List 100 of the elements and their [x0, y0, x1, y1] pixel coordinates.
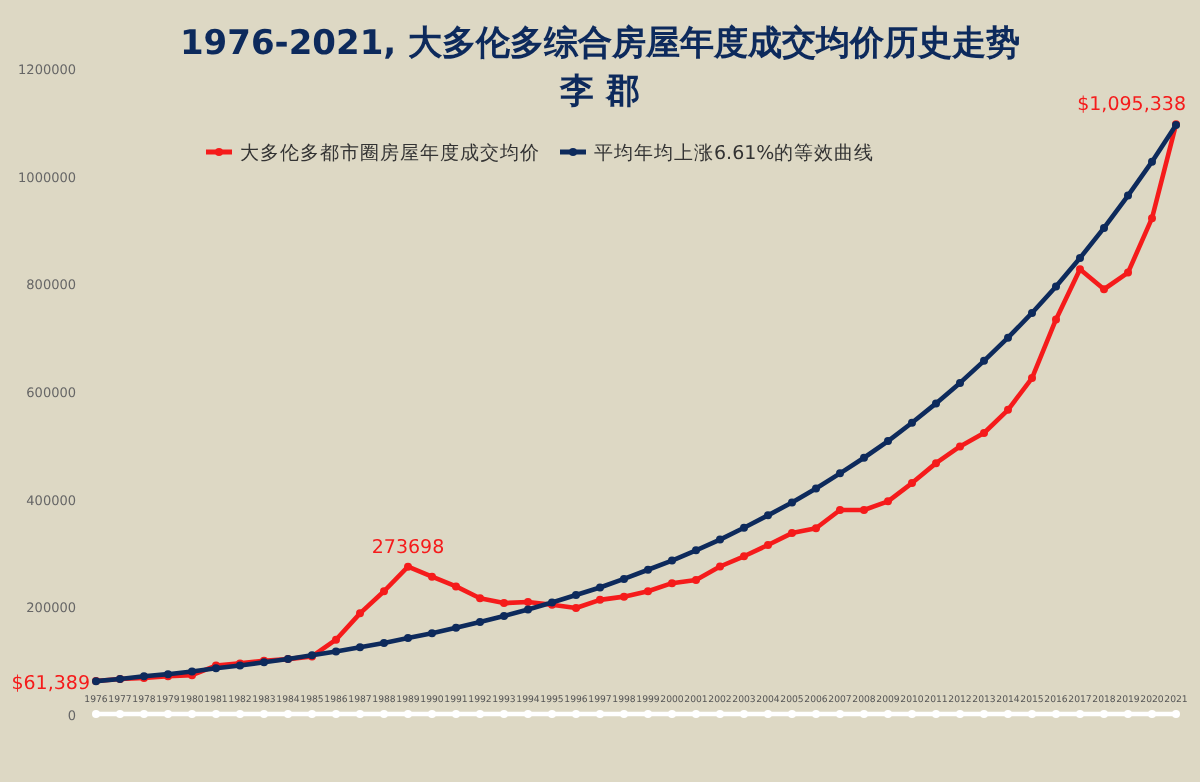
point [884, 710, 892, 718]
point [476, 710, 484, 718]
point [932, 710, 940, 718]
point [668, 579, 676, 588]
point [284, 710, 292, 718]
point [404, 710, 412, 718]
point [1028, 308, 1036, 317]
point [692, 575, 700, 584]
point [476, 594, 484, 603]
annotation: $61,389 [11, 672, 90, 695]
point [716, 562, 724, 571]
point [716, 710, 724, 718]
point [188, 710, 196, 718]
point [1100, 710, 1108, 718]
annotation: 273698 [371, 536, 445, 559]
point [428, 572, 436, 581]
point [668, 710, 676, 718]
point [692, 710, 700, 718]
point [812, 484, 820, 493]
point [1004, 710, 1012, 718]
point [524, 710, 532, 718]
point [1052, 710, 1060, 718]
point [1172, 710, 1180, 718]
point [1004, 405, 1012, 414]
point [788, 710, 796, 718]
point [644, 565, 652, 574]
point [668, 556, 676, 565]
chart-title: 1976-2021, 大多伦多综合房屋年度成交均价历史走势 [179, 24, 1021, 64]
point [260, 710, 268, 718]
point [860, 453, 868, 462]
point [812, 710, 820, 718]
point [452, 623, 460, 632]
point [860, 505, 868, 514]
point [212, 710, 220, 718]
point [572, 603, 580, 612]
point [740, 710, 748, 718]
point [356, 710, 364, 718]
point [1076, 254, 1084, 263]
point [332, 647, 340, 656]
point [620, 574, 628, 583]
point [1028, 374, 1036, 383]
point [836, 469, 844, 478]
point [692, 546, 700, 555]
point [500, 599, 508, 608]
point [980, 710, 988, 718]
point [236, 710, 244, 718]
point [1124, 710, 1132, 718]
point [452, 710, 460, 718]
point [932, 459, 940, 468]
point [908, 418, 916, 427]
point [572, 591, 580, 600]
point [1148, 710, 1156, 718]
point [1004, 333, 1012, 342]
point [596, 583, 604, 592]
point [620, 710, 628, 718]
point [1076, 710, 1084, 718]
point [860, 710, 868, 718]
point [980, 356, 988, 365]
point [788, 498, 796, 507]
point [500, 612, 508, 621]
point [1148, 157, 1156, 166]
legend-label: 大多伦多都市圈房屋年度成交均价 [240, 141, 540, 165]
point [332, 635, 340, 644]
point [956, 378, 964, 387]
point [1028, 710, 1036, 718]
point [380, 638, 388, 647]
point [716, 535, 724, 544]
point [1124, 268, 1132, 277]
point [452, 582, 460, 591]
point [572, 710, 580, 718]
point [332, 710, 340, 718]
point [596, 595, 604, 604]
point [1100, 285, 1108, 294]
point [116, 710, 124, 718]
point [908, 710, 916, 718]
point [596, 710, 604, 718]
point [956, 710, 964, 718]
point [836, 710, 844, 718]
legend-label: 平均年均上涨6.61%的等效曲线 [594, 141, 875, 165]
point [428, 710, 436, 718]
point [1052, 282, 1060, 291]
point [908, 479, 916, 488]
point [380, 587, 388, 596]
point [740, 523, 748, 532]
point [356, 643, 364, 652]
point [92, 710, 100, 718]
annotation: $1,095,338 [1077, 94, 1186, 117]
chart-subtitle: 李 郡 [558, 72, 640, 112]
point [428, 629, 436, 638]
point [836, 505, 844, 514]
point [1100, 223, 1108, 232]
point [644, 587, 652, 596]
point [164, 710, 172, 718]
point [644, 710, 652, 718]
point [620, 592, 628, 601]
point [764, 710, 772, 718]
point [1052, 315, 1060, 324]
point [476, 617, 484, 626]
point [404, 562, 412, 571]
point [740, 552, 748, 561]
